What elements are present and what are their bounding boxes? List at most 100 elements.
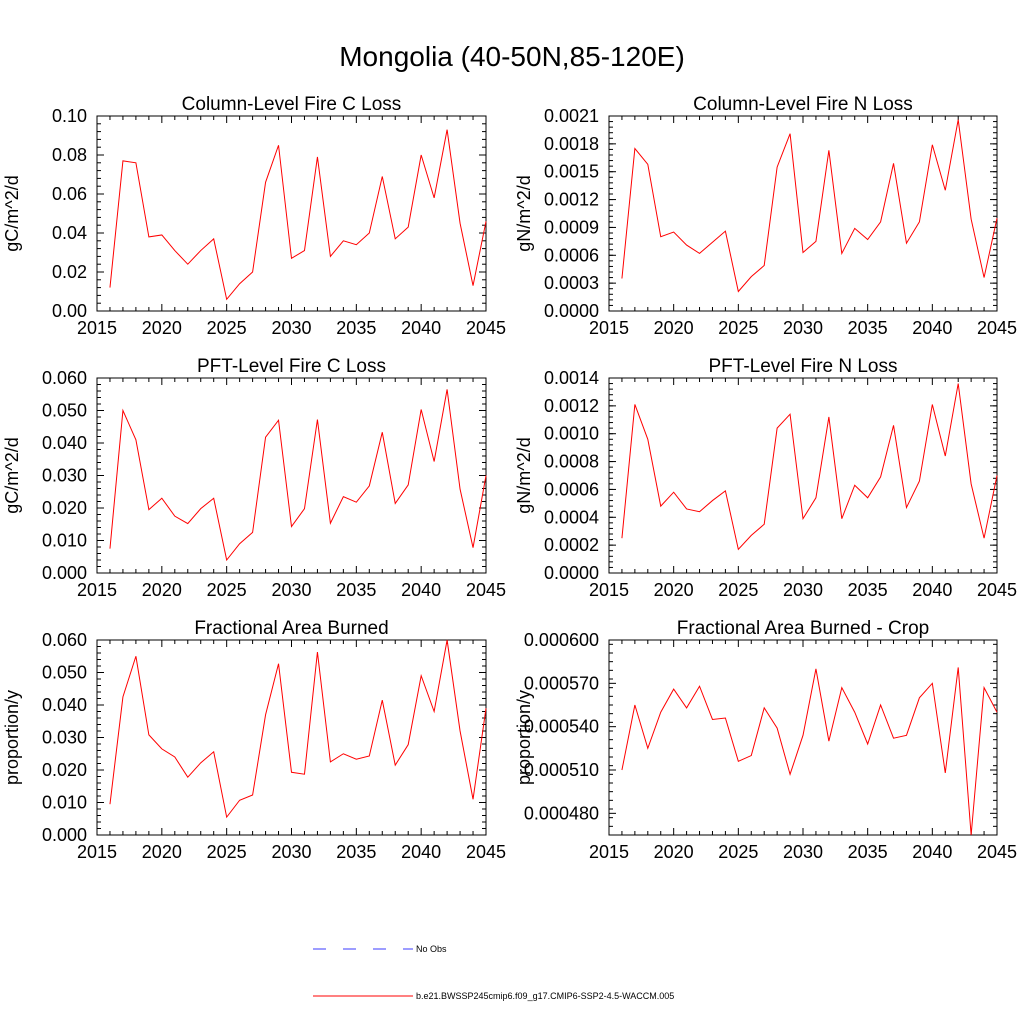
x-tick-label: 2045 <box>977 580 1017 600</box>
y-tick-label: 0.0000 <box>544 563 599 583</box>
x-tick-label: 2025 <box>718 842 758 862</box>
x-tick-label: 2030 <box>271 580 311 600</box>
y-tick-label: 0.060 <box>42 630 87 650</box>
x-tick-label: 2015 <box>77 842 117 862</box>
y-tick-label: 0.04 <box>52 223 87 243</box>
plot-frame <box>608 639 998 836</box>
x-tick-label: 2035 <box>848 318 888 338</box>
panel-title: Fractional Area Burned - Crop <box>677 618 929 639</box>
y-tick-label: 0.0008 <box>544 452 599 472</box>
x-tick-label: 2025 <box>207 318 247 338</box>
y-tick-label: 0.0003 <box>544 273 599 293</box>
y-tick-label: 0.0014 <box>544 368 599 388</box>
x-tick-label: 2040 <box>401 842 441 862</box>
y-tick-label: 0.0006 <box>544 479 599 499</box>
y-tick-label: 0.020 <box>42 498 87 518</box>
x-tick-label: 2020 <box>142 580 182 600</box>
y-tick-label: 0.0018 <box>544 134 599 154</box>
y-tick-label: 0.0004 <box>544 507 599 527</box>
y-tick-label: 0.0021 <box>544 106 599 126</box>
panel-pft-fire-c-loss: PFT-Level Fire C Loss gC/m^2/d 2015 2020 202… <box>2 356 506 600</box>
y-tick-label: 0.00 <box>52 301 87 321</box>
y-tick-label: 0.010 <box>42 793 87 813</box>
x-tick-label: 2025 <box>207 842 247 862</box>
y-tick-label: 0.000570 <box>524 673 599 693</box>
legend-label-no-obs: No Obs <box>416 944 447 954</box>
plot-frame <box>96 377 487 574</box>
x-tick-label: 2020 <box>654 842 694 862</box>
y-axis-label: proportion/y <box>2 690 22 785</box>
y-tick-label: 0.000540 <box>524 717 599 737</box>
plot-frame <box>608 377 998 574</box>
y-tick-label: 0.000600 <box>524 630 599 650</box>
x-tick-label: 2015 <box>589 318 629 338</box>
y-axis-label: gN/m^2/d <box>514 175 534 251</box>
x-tick-label: 2030 <box>271 318 311 338</box>
y-tick-label: 0.02 <box>52 262 87 282</box>
panel-pft-fire-n-loss: PFT-Level Fire N Loss gN/m^2/d 2015 2020 202… <box>514 356 1017 600</box>
panel-column-fire-c-loss: Column-Level Fire C Loss gC/m^2/d 2015 2020… <box>2 94 506 338</box>
y-tick-label: 0.040 <box>42 433 87 453</box>
y-tick-label: 0.060 <box>42 368 87 388</box>
panel-title: Fractional Area Burned <box>194 618 388 639</box>
y-tick-label: 0.030 <box>42 728 87 748</box>
x-tick-label: 2030 <box>271 842 311 862</box>
x-tick-label: 2045 <box>977 318 1017 338</box>
x-tick-label: 2045 <box>466 580 506 600</box>
series-line-model <box>621 667 998 836</box>
x-tick-label: 2040 <box>912 842 952 862</box>
x-tick-label: 2020 <box>654 580 694 600</box>
y-tick-label: 0.050 <box>42 663 87 683</box>
y-tick-label: 0.0012 <box>544 190 599 210</box>
panel-title: PFT-Level Fire N Loss <box>709 356 898 377</box>
y-axis-label: gC/m^2/d <box>2 437 22 513</box>
y-axis-label: gC/m^2/d <box>2 175 22 251</box>
y-tick-label: 0.08 <box>52 145 87 165</box>
y-tick-label: 0.000480 <box>524 803 599 823</box>
y-tick-label: 0.040 <box>42 695 87 715</box>
panel-column-fire-n-loss: Column-Level Fire N Loss gN/m^2/d 2015 2020… <box>514 94 1017 338</box>
plot-frame <box>96 639 487 836</box>
series-line-model <box>109 639 487 819</box>
x-tick-label: 2040 <box>912 318 952 338</box>
x-tick-label: 2045 <box>466 318 506 338</box>
x-tick-label: 2020 <box>654 318 694 338</box>
y-axis-label: gN/m^2/d <box>514 437 534 513</box>
series-line-model <box>621 383 998 551</box>
x-tick-label: 2040 <box>401 580 441 600</box>
x-tick-label: 2045 <box>977 842 1017 862</box>
x-tick-label: 2040 <box>912 580 952 600</box>
panel-title: PFT-Level Fire C Loss <box>197 356 386 377</box>
x-tick-label: 2045 <box>466 842 506 862</box>
series-line-model <box>109 129 487 301</box>
y-axis-label: proportion/y <box>514 690 534 785</box>
x-tick-label: 2025 <box>207 580 247 600</box>
x-tick-label: 2020 <box>142 842 182 862</box>
x-tick-label: 2015 <box>589 842 629 862</box>
x-tick-label: 2015 <box>589 580 629 600</box>
panel-title: Column-Level Fire C Loss <box>182 94 402 115</box>
x-tick-label: 2035 <box>336 318 376 338</box>
panel-title: Column-Level Fire N Loss <box>693 94 913 115</box>
series-line-model <box>621 119 998 293</box>
y-tick-label: 0.000 <box>42 563 87 583</box>
y-tick-label: 0.0009 <box>544 217 599 237</box>
legend: No Obs b.e21.BWSSP245cmip6.f09_g17.CMIP6… <box>313 944 674 1001</box>
x-tick-label: 2030 <box>783 842 823 862</box>
y-tick-label: 0.010 <box>42 531 87 551</box>
y-tick-label: 0.0000 <box>544 301 599 321</box>
y-tick-label: 0.0006 <box>544 245 599 265</box>
x-tick-label: 2015 <box>77 580 117 600</box>
y-tick-label: 0.000 <box>42 825 87 845</box>
y-tick-label: 0.0002 <box>544 535 599 555</box>
x-tick-label: 2035 <box>336 580 376 600</box>
plot-frame <box>96 115 487 312</box>
plot-frame <box>608 115 998 312</box>
y-tick-label: 0.030 <box>42 466 87 486</box>
x-tick-label: 2025 <box>718 318 758 338</box>
legend-label-model: b.e21.BWSSP245cmip6.f09_g17.CMIP6-SSP2-4… <box>416 991 674 1001</box>
x-tick-label: 2030 <box>783 318 823 338</box>
y-tick-label: 0.0015 <box>544 162 599 182</box>
x-tick-label: 2015 <box>77 318 117 338</box>
figure-title: Mongolia (40-50N,85-120E) <box>339 41 685 72</box>
